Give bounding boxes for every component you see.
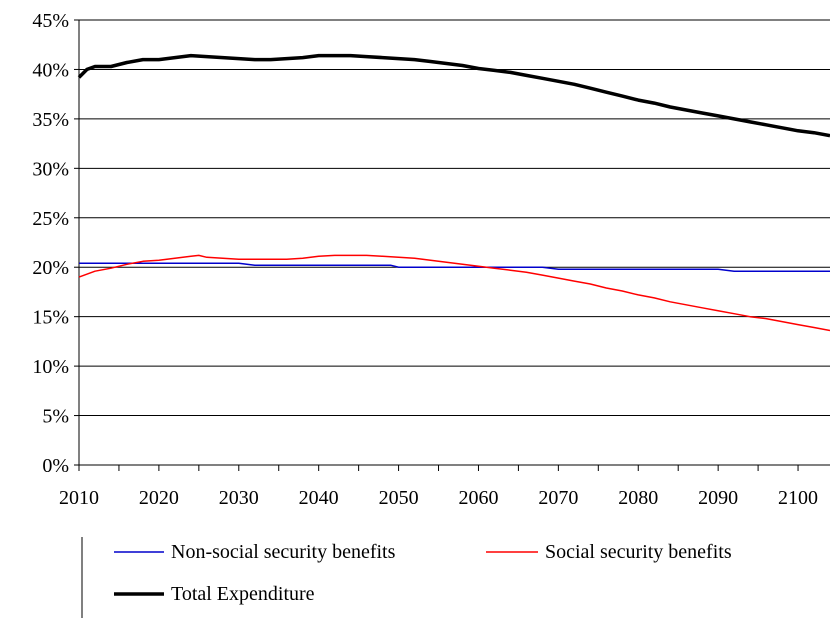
x-tick-label: 2020: [139, 487, 179, 509]
legend-item-social-security: Social security benefits: [486, 541, 732, 563]
y-tick-label: 35%: [32, 109, 69, 131]
series-line-non-social-security: [79, 262, 830, 272]
y-tick-label: 10%: [32, 356, 69, 378]
x-tick-label: 2030: [219, 487, 259, 509]
x-tick-label: 2050: [379, 487, 419, 509]
x-tick-label: 2100: [778, 487, 818, 509]
y-tick-label: 40%: [32, 59, 69, 81]
gridlines: [79, 19, 830, 417]
y-tick-label: 0%: [42, 455, 69, 477]
x-tick-label: 2010: [59, 487, 99, 509]
x-tick-label: 2080: [618, 487, 658, 509]
legend-label-social-security: Social security benefits: [545, 541, 732, 563]
y-tick-label: 20%: [32, 257, 69, 279]
y-tick-label: 5%: [42, 406, 69, 428]
legend-item-total-expenditure: Total Expenditure: [114, 583, 315, 605]
x-tick-label: 2090: [698, 487, 738, 509]
axes: [78, 20, 830, 466]
series-line-social-security: [78, 254, 830, 332]
y-tick-label: 25%: [32, 208, 69, 230]
y-tick-label: 30%: [32, 158, 69, 180]
legend-item-non-social-security: Non-social security benefits: [114, 541, 396, 563]
series-line-total-expenditure: [77, 53, 830, 138]
x-tick-label: 2060: [458, 487, 498, 509]
y-axis-tick-labels: 0% 5% 10% 15% 20% 25% 30% 35% 40% 45%: [32, 10, 79, 477]
y-tick-label: 15%: [32, 307, 69, 329]
x-tick-label: 2040: [299, 487, 339, 509]
legend-label-non-social-security: Non-social security benefits: [171, 541, 396, 563]
x-axis-ticks: [78, 465, 799, 471]
series-lines: [77, 53, 830, 332]
x-tick-label: 2070: [538, 487, 578, 509]
x-axis-tick-labels: 2010 2020 2030 2040 2050 2060 2070 2080 2090 2100: [59, 487, 818, 509]
legend: Non-social security benefits Social secu…: [81, 537, 732, 618]
y-tick-label: 45%: [32, 10, 69, 32]
legend-label-total-expenditure: Total Expenditure: [171, 583, 315, 605]
